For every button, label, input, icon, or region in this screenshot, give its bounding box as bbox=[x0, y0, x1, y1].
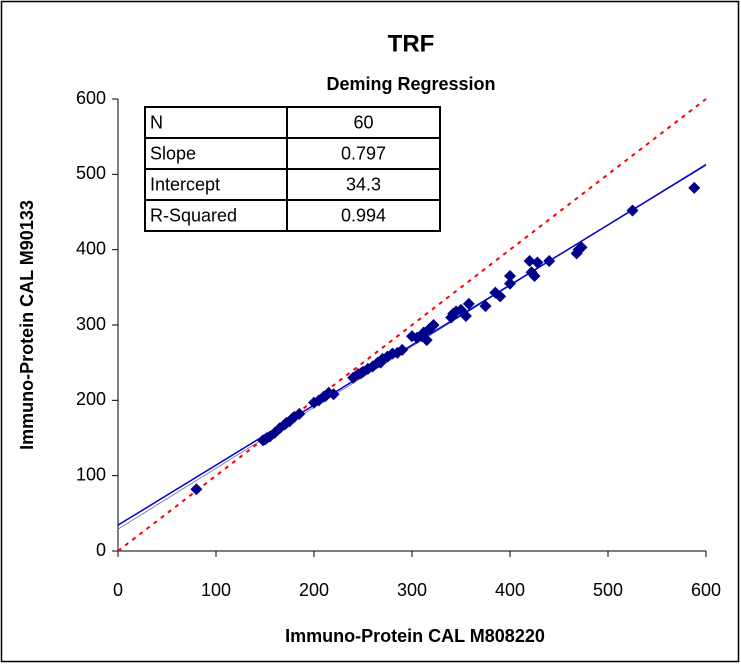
y-axis-label: Immuno-Protein CAL M90133 bbox=[17, 200, 37, 450]
point bbox=[327, 388, 340, 401]
x-tick-label: 300 bbox=[397, 580, 427, 600]
table-label: R-Squared bbox=[150, 205, 237, 225]
point bbox=[575, 241, 588, 254]
x-tick-label: 0 bbox=[113, 580, 123, 600]
point bbox=[190, 483, 203, 496]
point bbox=[427, 319, 440, 331]
point bbox=[462, 297, 475, 310]
y-tick-label: 200 bbox=[76, 389, 106, 409]
regression-line bbox=[117, 164, 707, 526]
y-tick-label: 600 bbox=[76, 88, 106, 108]
point bbox=[525, 266, 538, 279]
point bbox=[504, 277, 516, 290]
x-tick-label: 400 bbox=[495, 580, 525, 600]
point bbox=[523, 254, 536, 267]
x-tick-label: 100 bbox=[201, 580, 231, 600]
y-tick-label: 500 bbox=[76, 163, 106, 183]
point bbox=[479, 300, 492, 313]
table-value: 0.797 bbox=[341, 143, 386, 163]
point bbox=[286, 412, 299, 425]
point bbox=[355, 367, 368, 380]
x-tick-label: 600 bbox=[691, 580, 721, 600]
point bbox=[396, 343, 409, 356]
point bbox=[543, 254, 556, 267]
y-tick-label: 400 bbox=[76, 238, 106, 258]
y-tick-label: 0 bbox=[96, 540, 106, 560]
y-tick-label: 300 bbox=[76, 314, 106, 334]
point bbox=[417, 326, 430, 339]
table-value: 0.994 bbox=[341, 205, 386, 225]
x-tick-label: 500 bbox=[593, 580, 623, 600]
table-label: N bbox=[150, 112, 163, 132]
point bbox=[447, 307, 460, 320]
x-tick-label: 200 bbox=[299, 580, 329, 600]
table-value: 60 bbox=[353, 112, 373, 132]
point bbox=[319, 389, 332, 402]
table-value: 34.3 bbox=[346, 174, 381, 194]
point bbox=[459, 309, 472, 322]
point bbox=[406, 330, 418, 343]
y-tick-label: 100 bbox=[76, 464, 106, 484]
table-label: Slope bbox=[150, 143, 196, 163]
point bbox=[259, 433, 271, 446]
identity-line bbox=[117, 98, 707, 552]
x-axis-label: Immuno-Protein CAL M808220 bbox=[285, 626, 545, 646]
point bbox=[504, 270, 516, 283]
chart-title: TRF bbox=[388, 30, 435, 57]
table-label: Intercept bbox=[150, 174, 220, 194]
point bbox=[374, 356, 387, 369]
point bbox=[494, 290, 507, 303]
point bbox=[688, 181, 701, 194]
chart-subtitle: Deming Regression bbox=[326, 74, 495, 94]
point bbox=[626, 204, 639, 217]
point bbox=[531, 256, 544, 269]
